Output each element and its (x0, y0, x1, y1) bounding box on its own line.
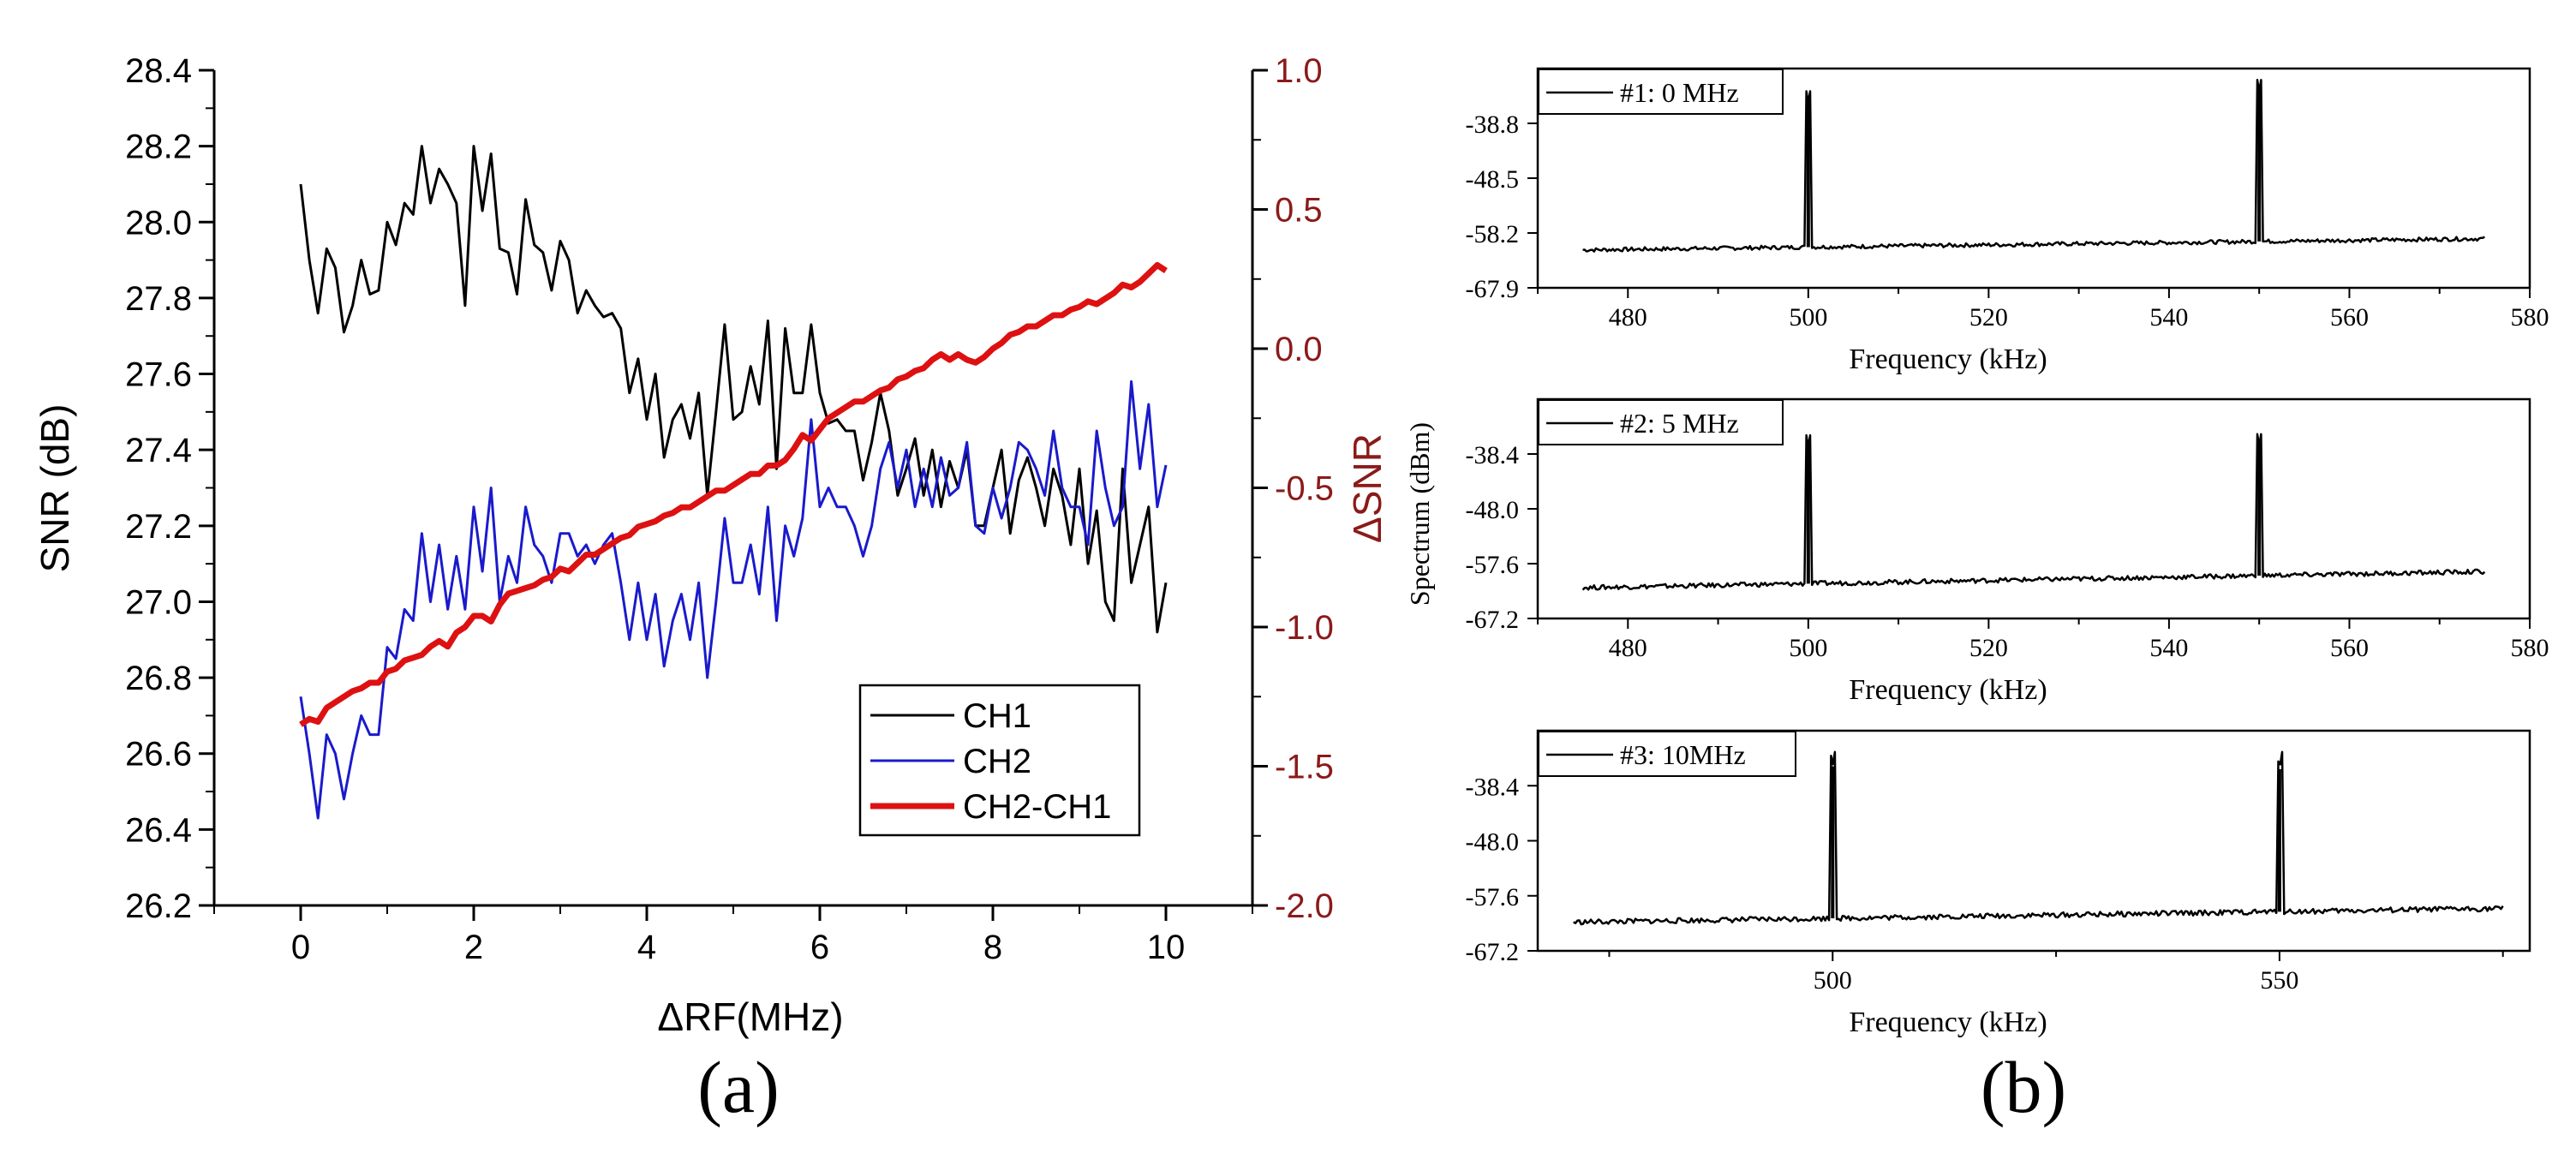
y-tick-label: 28.2 (125, 128, 192, 166)
y-tick-label: -67.9 (1466, 275, 1520, 303)
panel-a-caption: (a) (697, 1046, 779, 1128)
y-tick-label: -48.0 (1466, 496, 1520, 524)
x-tick-label: 4 (637, 929, 656, 966)
y-tick-label: -38.4 (1466, 441, 1520, 469)
y-tick-label: -58.2 (1466, 220, 1520, 248)
x-tick-label: 480 (1609, 303, 1647, 332)
subplot-legend: #2: 5 MHz (1538, 399, 1784, 445)
y-tick-label: 28.4 (125, 52, 192, 90)
legend-label: #2: 5 MHz (1620, 408, 1739, 439)
series-line-ch1 (299, 145, 1168, 634)
x-tick-label: 2 (464, 929, 483, 966)
series-line-ch2-ch1 (299, 262, 1168, 727)
y-tick-label: -38.4 (1466, 773, 1520, 801)
x-tick-label: 6 (810, 929, 829, 966)
y-tick-label: 27.6 (125, 356, 192, 394)
y2-tick-label: 0.0 (1275, 331, 1323, 368)
legend-label: CH2-CH1 (963, 788, 1111, 826)
subplot-legend: #1: 0 MHz (1538, 69, 1784, 115)
x-tick-label: 550 (2260, 966, 2298, 995)
spectrum-trace (1581, 433, 2486, 591)
x-axis-title: Frequency (kHz) (1849, 674, 2047, 706)
x-tick-label: 480 (1609, 634, 1647, 662)
x-tick-label: 560 (2330, 634, 2369, 662)
y-tick-label: 26.8 (125, 660, 192, 697)
x-tick-label: 500 (1789, 303, 1827, 332)
x-tick-label: 10 (1147, 929, 1186, 966)
y-tick-label: 27.8 (125, 280, 192, 318)
x-axis-title: Frequency (kHz) (1849, 344, 2047, 375)
y-tick-label: -38.8 (1466, 111, 1520, 139)
spectrum-subplot-1: -38.8 -48.5 -58.2 -67.9 480 500 520 540 560 580 Fr… (1466, 67, 2549, 375)
y2-axis-title: ΔSNR (1345, 433, 1390, 543)
x-axis-title: ΔRF(MHz) (657, 995, 843, 1039)
y-tick-label: 28.0 (125, 204, 192, 242)
x-tick-label: 8 (983, 929, 1002, 966)
panel-a: 26.2 26.4 26.6 26.8 27.0 27.2 27.4 27.6 27.8 28.0… (33, 52, 1390, 1128)
y-tick-label: 26.6 (125, 736, 192, 774)
y-tick-label: 27.2 (125, 508, 192, 546)
legend-label: #3: 10MHz (1620, 739, 1746, 770)
legend-label: #1: 0 MHz (1620, 77, 1739, 108)
y2-tick-label: -1.5 (1275, 749, 1334, 786)
y-tick-label: 27.4 (125, 432, 192, 469)
series-line-ch2 (299, 379, 1168, 820)
x-tick-label: 520 (1969, 303, 2008, 332)
x-tick-label: 580 (2511, 634, 2549, 662)
spectrum-trace (1582, 79, 2485, 253)
y-tick-label: -48.0 (1466, 828, 1520, 857)
y-tick-label: 26.2 (125, 887, 192, 925)
x-axis-title: Frequency (kHz) (1849, 1007, 2047, 1038)
legend-label: CH2 (963, 743, 1031, 780)
y-tick-label: -48.5 (1466, 165, 1520, 194)
x-tick-label: 500 (1789, 634, 1827, 662)
y-tick-label: -67.2 (1466, 938, 1520, 966)
y-tick-label: -67.2 (1466, 606, 1520, 634)
y2-tick-label: 1.0 (1275, 52, 1323, 90)
spectrum-subplot-2: -38.4 -48.0 -57.6 -67.2 480 500 520 540 560 580 Fr… (1466, 397, 2549, 706)
x-tick-label: 0 (291, 929, 310, 966)
y2-tick-label: 0.5 (1275, 192, 1323, 230)
x-tick-label: 540 (2149, 303, 2188, 332)
x-tick-label: 560 (2330, 303, 2369, 332)
x-tick-label: 540 (2149, 634, 2188, 662)
panel-b: Spectrum (dBm) (b) -38.8 -48.5 -58.2 -67.9 480… (1404, 67, 2549, 1128)
y-tick-label: -57.6 (1466, 551, 1520, 579)
y2-tick-label: -0.5 (1275, 470, 1334, 508)
y-tick-label: 27.0 (125, 583, 192, 621)
subplot-legend: #3: 10MHz (1538, 731, 1796, 777)
y2-tick-label: -1.0 (1275, 609, 1334, 647)
panel-b-caption: (b) (1981, 1046, 2066, 1128)
spectrum-y-axis-title: Spectrum (dBm) (1404, 422, 1435, 606)
spectrum-trace (1573, 750, 2504, 926)
x-tick-label: 520 (1969, 634, 2008, 662)
y2-tick-label: -2.0 (1275, 887, 1334, 925)
spectrum-subplot-3: -38.4 -48.0 -57.6 -67.2 500 550 Frequency (kHz… (1466, 729, 2531, 1038)
x-tick-label: 500 (1814, 966, 1852, 995)
y-tick-label: -57.6 (1466, 883, 1520, 911)
y-tick-label: 26.4 (125, 811, 192, 849)
y-axis-title: SNR (dB) (33, 404, 77, 573)
legend-label: CH1 (963, 697, 1031, 735)
x-tick-label: 580 (2511, 303, 2549, 332)
